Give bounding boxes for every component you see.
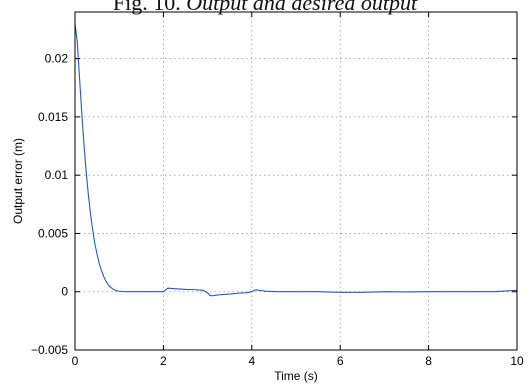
y-axis-label: Output error (m): [11, 138, 25, 224]
x-tick-label: 0: [72, 354, 79, 368]
x-tick-label: 8: [425, 354, 432, 368]
figure-caption-prefix: Fig. 10.: [112, 0, 181, 15]
x-tick-label: 2: [160, 354, 167, 368]
y-tick-label: 0.005: [38, 226, 68, 240]
y-tick-label: 0: [61, 285, 68, 299]
y-tick-label: 0.01: [45, 168, 69, 182]
figure-caption: Fig. 10. Output and desired output: [0, 0, 530, 15]
y-tick-label: 0.02: [45, 52, 69, 66]
x-tick-label: 4: [248, 354, 255, 368]
x-tick-label: 6: [337, 354, 344, 368]
y-tick-label: −0.005: [31, 343, 68, 357]
series-line-1: [74, 23, 518, 297]
series-layer: [74, 23, 518, 297]
tick-labels: 0 2 4 6 8 10 −0.005 0 0.005 0.01 0.015 0.02: [31, 52, 524, 368]
plot-area: [75, 12, 517, 350]
tick-marks: [74, 12, 518, 351]
y-tick-label: 0.015: [38, 110, 68, 124]
figure-caption-text: Output and desired output: [186, 0, 418, 15]
plot-frame: [74, 11, 518, 351]
x-axis-label: Time (s): [274, 369, 318, 383]
x-tick-label: 10: [510, 354, 524, 368]
